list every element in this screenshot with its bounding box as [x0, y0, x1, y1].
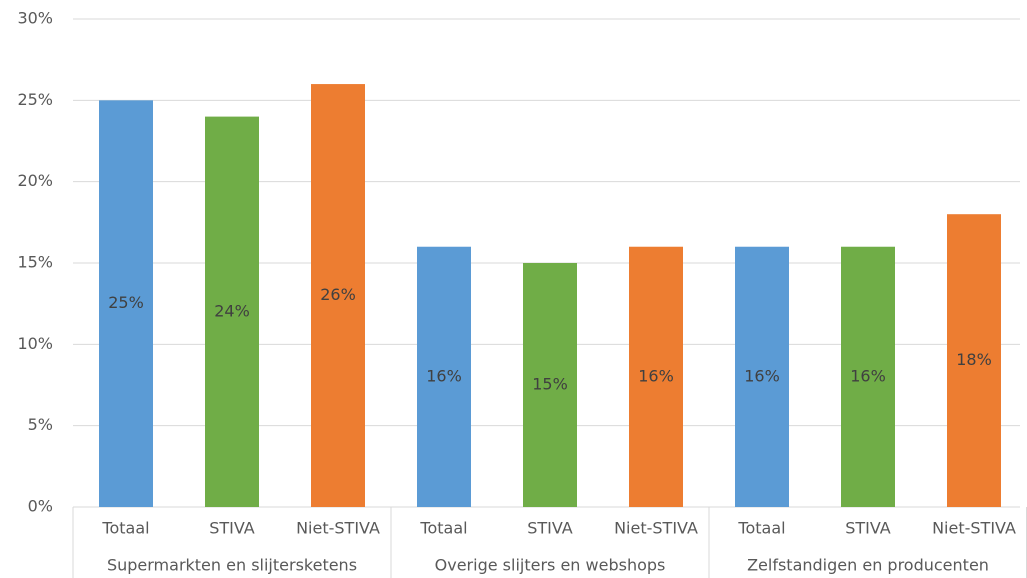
x-tick-label: Totaal [737, 519, 785, 538]
y-tick-label: 15% [17, 253, 53, 272]
data-label: 25% [108, 293, 144, 312]
y-tick-label: 5% [28, 415, 53, 434]
bar [523, 263, 577, 507]
y-tick-label: 25% [17, 90, 53, 109]
y-tick-label: 20% [17, 171, 53, 190]
group-label: Overige slijters en webshops [435, 556, 666, 575]
bar [99, 100, 153, 507]
y-tick-label: 0% [28, 497, 53, 516]
bar [947, 214, 1001, 507]
bar [417, 246, 471, 507]
y-tick-label: 10% [17, 334, 53, 353]
x-tick-label: Niet-STIVA [614, 519, 698, 538]
bar [205, 116, 259, 507]
x-tick-label: STIVA [527, 519, 573, 538]
data-label: 16% [850, 366, 886, 385]
data-label: 16% [744, 366, 780, 385]
group-label: Supermarkten en slijtersketens [107, 556, 357, 575]
data-label: 26% [320, 285, 356, 304]
x-tick-label: Totaal [419, 519, 467, 538]
data-label: 24% [214, 301, 250, 320]
data-label: 15% [532, 375, 568, 394]
bar [311, 84, 365, 508]
bar [735, 246, 789, 507]
bar [841, 246, 895, 507]
data-label: 16% [426, 366, 462, 385]
bar [629, 246, 683, 507]
y-tick-label: 30% [17, 9, 53, 28]
x-tick-label: STIVA [845, 519, 891, 538]
x-tick-label: Niet-STIVA [296, 519, 380, 538]
x-tick-label: Niet-STIVA [932, 519, 1016, 538]
data-label: 16% [638, 366, 674, 385]
group-label: Zelfstandigen en producenten [747, 556, 989, 575]
x-tick-label: Totaal [101, 519, 149, 538]
x-tick-label: STIVA [209, 519, 255, 538]
data-label: 18% [956, 350, 992, 369]
